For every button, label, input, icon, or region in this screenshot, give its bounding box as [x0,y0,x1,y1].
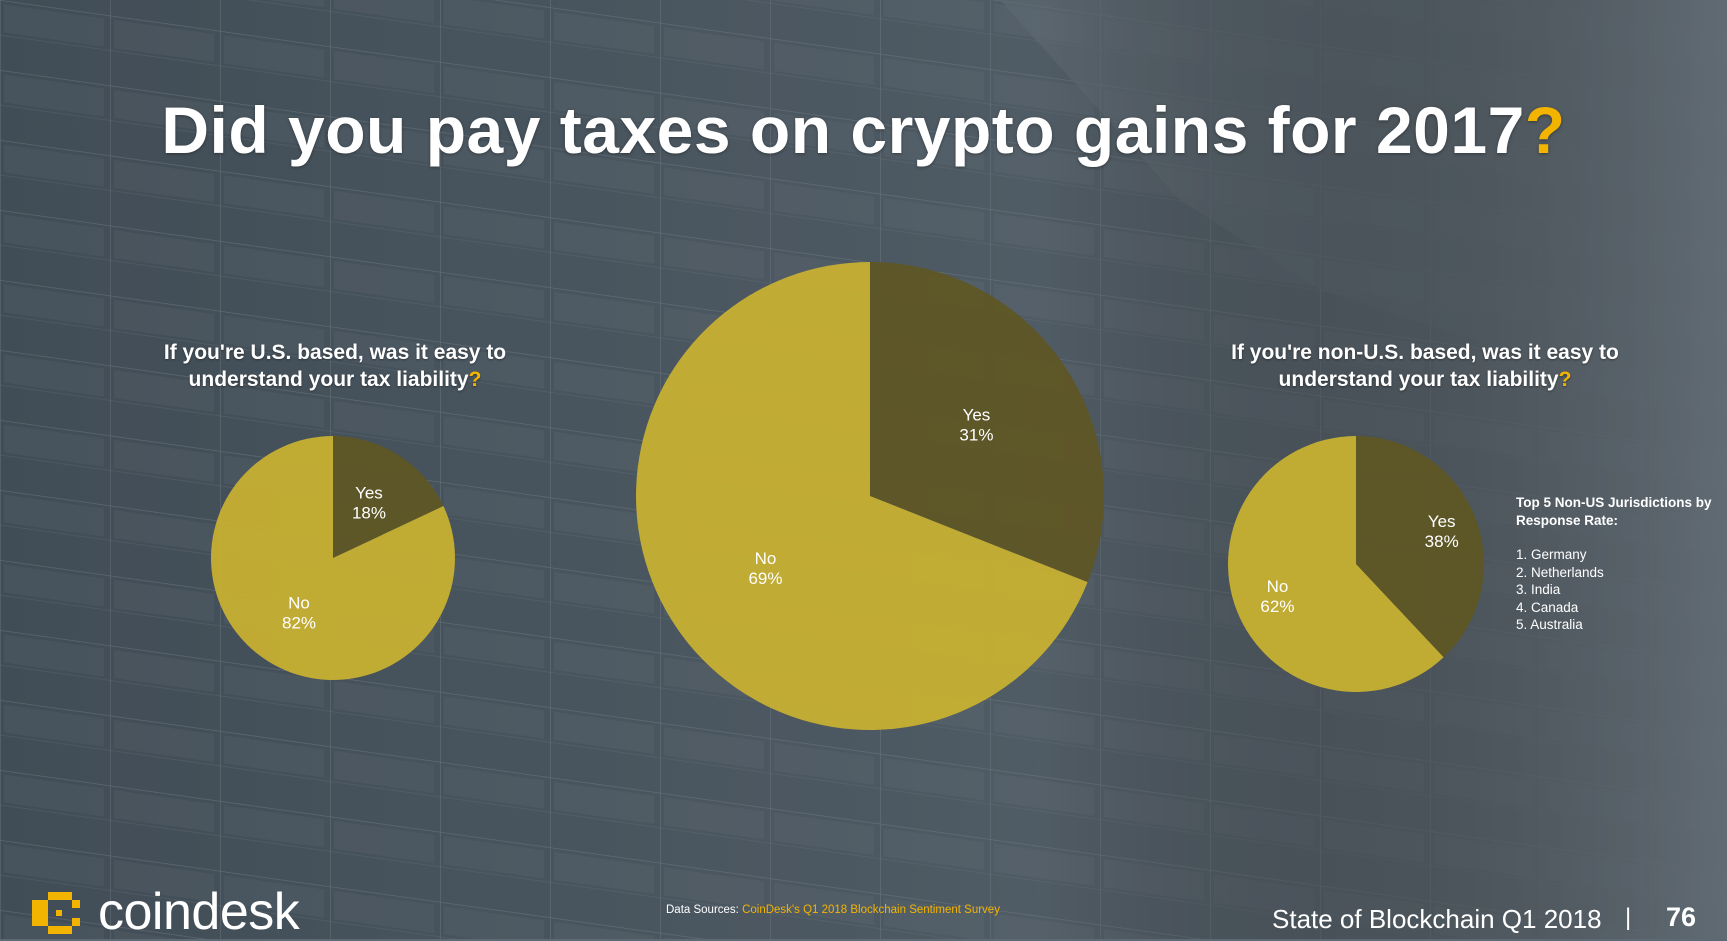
jurisdiction-item: 3. India [1516,582,1561,597]
pie-slice-no [1228,436,1444,692]
jurisdiction-item: 4. Canada [1516,599,1579,615]
coindesk-logo-icon [32,892,80,934]
non-us-question-mark: ? [1558,368,1572,391]
slice-label-no: No [755,549,777,568]
slice-value-no: 62% [1260,597,1294,616]
non-us-question-text: If you're non-U.S. based, was it easy to… [1231,341,1619,391]
jurisdictions-title: Top 5 Non-US Jurisdictions by Response R… [1516,495,1712,528]
page-title-question-mark: ? [1524,93,1566,167]
pie-slice-yes [870,262,1105,583]
slice-label-yes: Yes [1428,512,1456,531]
jurisdiction-item: 2. Netherlands [1516,564,1604,580]
jurisdictions-panel: Top 5 Non-US Jurisdictions by Response R… [1516,494,1721,634]
slice-value-no: 82% [282,614,316,633]
jurisdictions-list: 1. Germany 2. Netherlands 3. India 4. Ca… [1516,546,1721,634]
jurisdiction-item: 1. Germany [1516,547,1587,562]
pie-slice-yes [1356,436,1484,658]
jurisdiction-item: 5. Australia [1516,617,1583,632]
data-sources: Data Sources: CoinDesk's Q1 2018 Blockch… [666,904,1000,916]
slice-label-yes: Yes [963,406,991,425]
slice-label-yes: Yes [355,483,383,502]
page-number: 76 [1666,902,1697,932]
data-sources-label: Data Sources: [666,904,739,916]
page-title-text: Did you pay taxes on crypto gains for 20… [161,93,1525,167]
report-title: State of Blockchain Q1 2018 [1272,904,1602,934]
data-sources-link[interactable]: CoinDesk's Q1 2018 Blockchain Sentiment … [742,904,1000,916]
slice-value-no: 69% [748,569,782,588]
coindesk-logo: coindesk [26,886,346,939]
us-question-mark: ? [468,368,482,391]
slice-value-yes: 38% [1425,532,1459,551]
pie-slice-yes [333,436,444,558]
slice-label-no: No [1267,577,1289,596]
page-title: Did you pay taxes on crypto gains for 20… [0,92,1727,168]
slice-label-no: No [288,594,310,613]
slice-value-yes: 18% [352,503,386,522]
slice-value-yes: 31% [959,426,993,445]
pie-slice-no [210,436,455,681]
pie-slice-no [636,262,1088,730]
us-question-heading: If you're U.S. based, was it easy to und… [140,339,530,393]
non-us-question-heading: If you're non-U.S. based, was it easy to… [1200,339,1650,393]
footer-separator: | [1625,904,1632,931]
coindesk-wordmark: coindesk [98,883,300,941]
us-question-text: If you're U.S. based, was it easy to und… [163,341,507,391]
